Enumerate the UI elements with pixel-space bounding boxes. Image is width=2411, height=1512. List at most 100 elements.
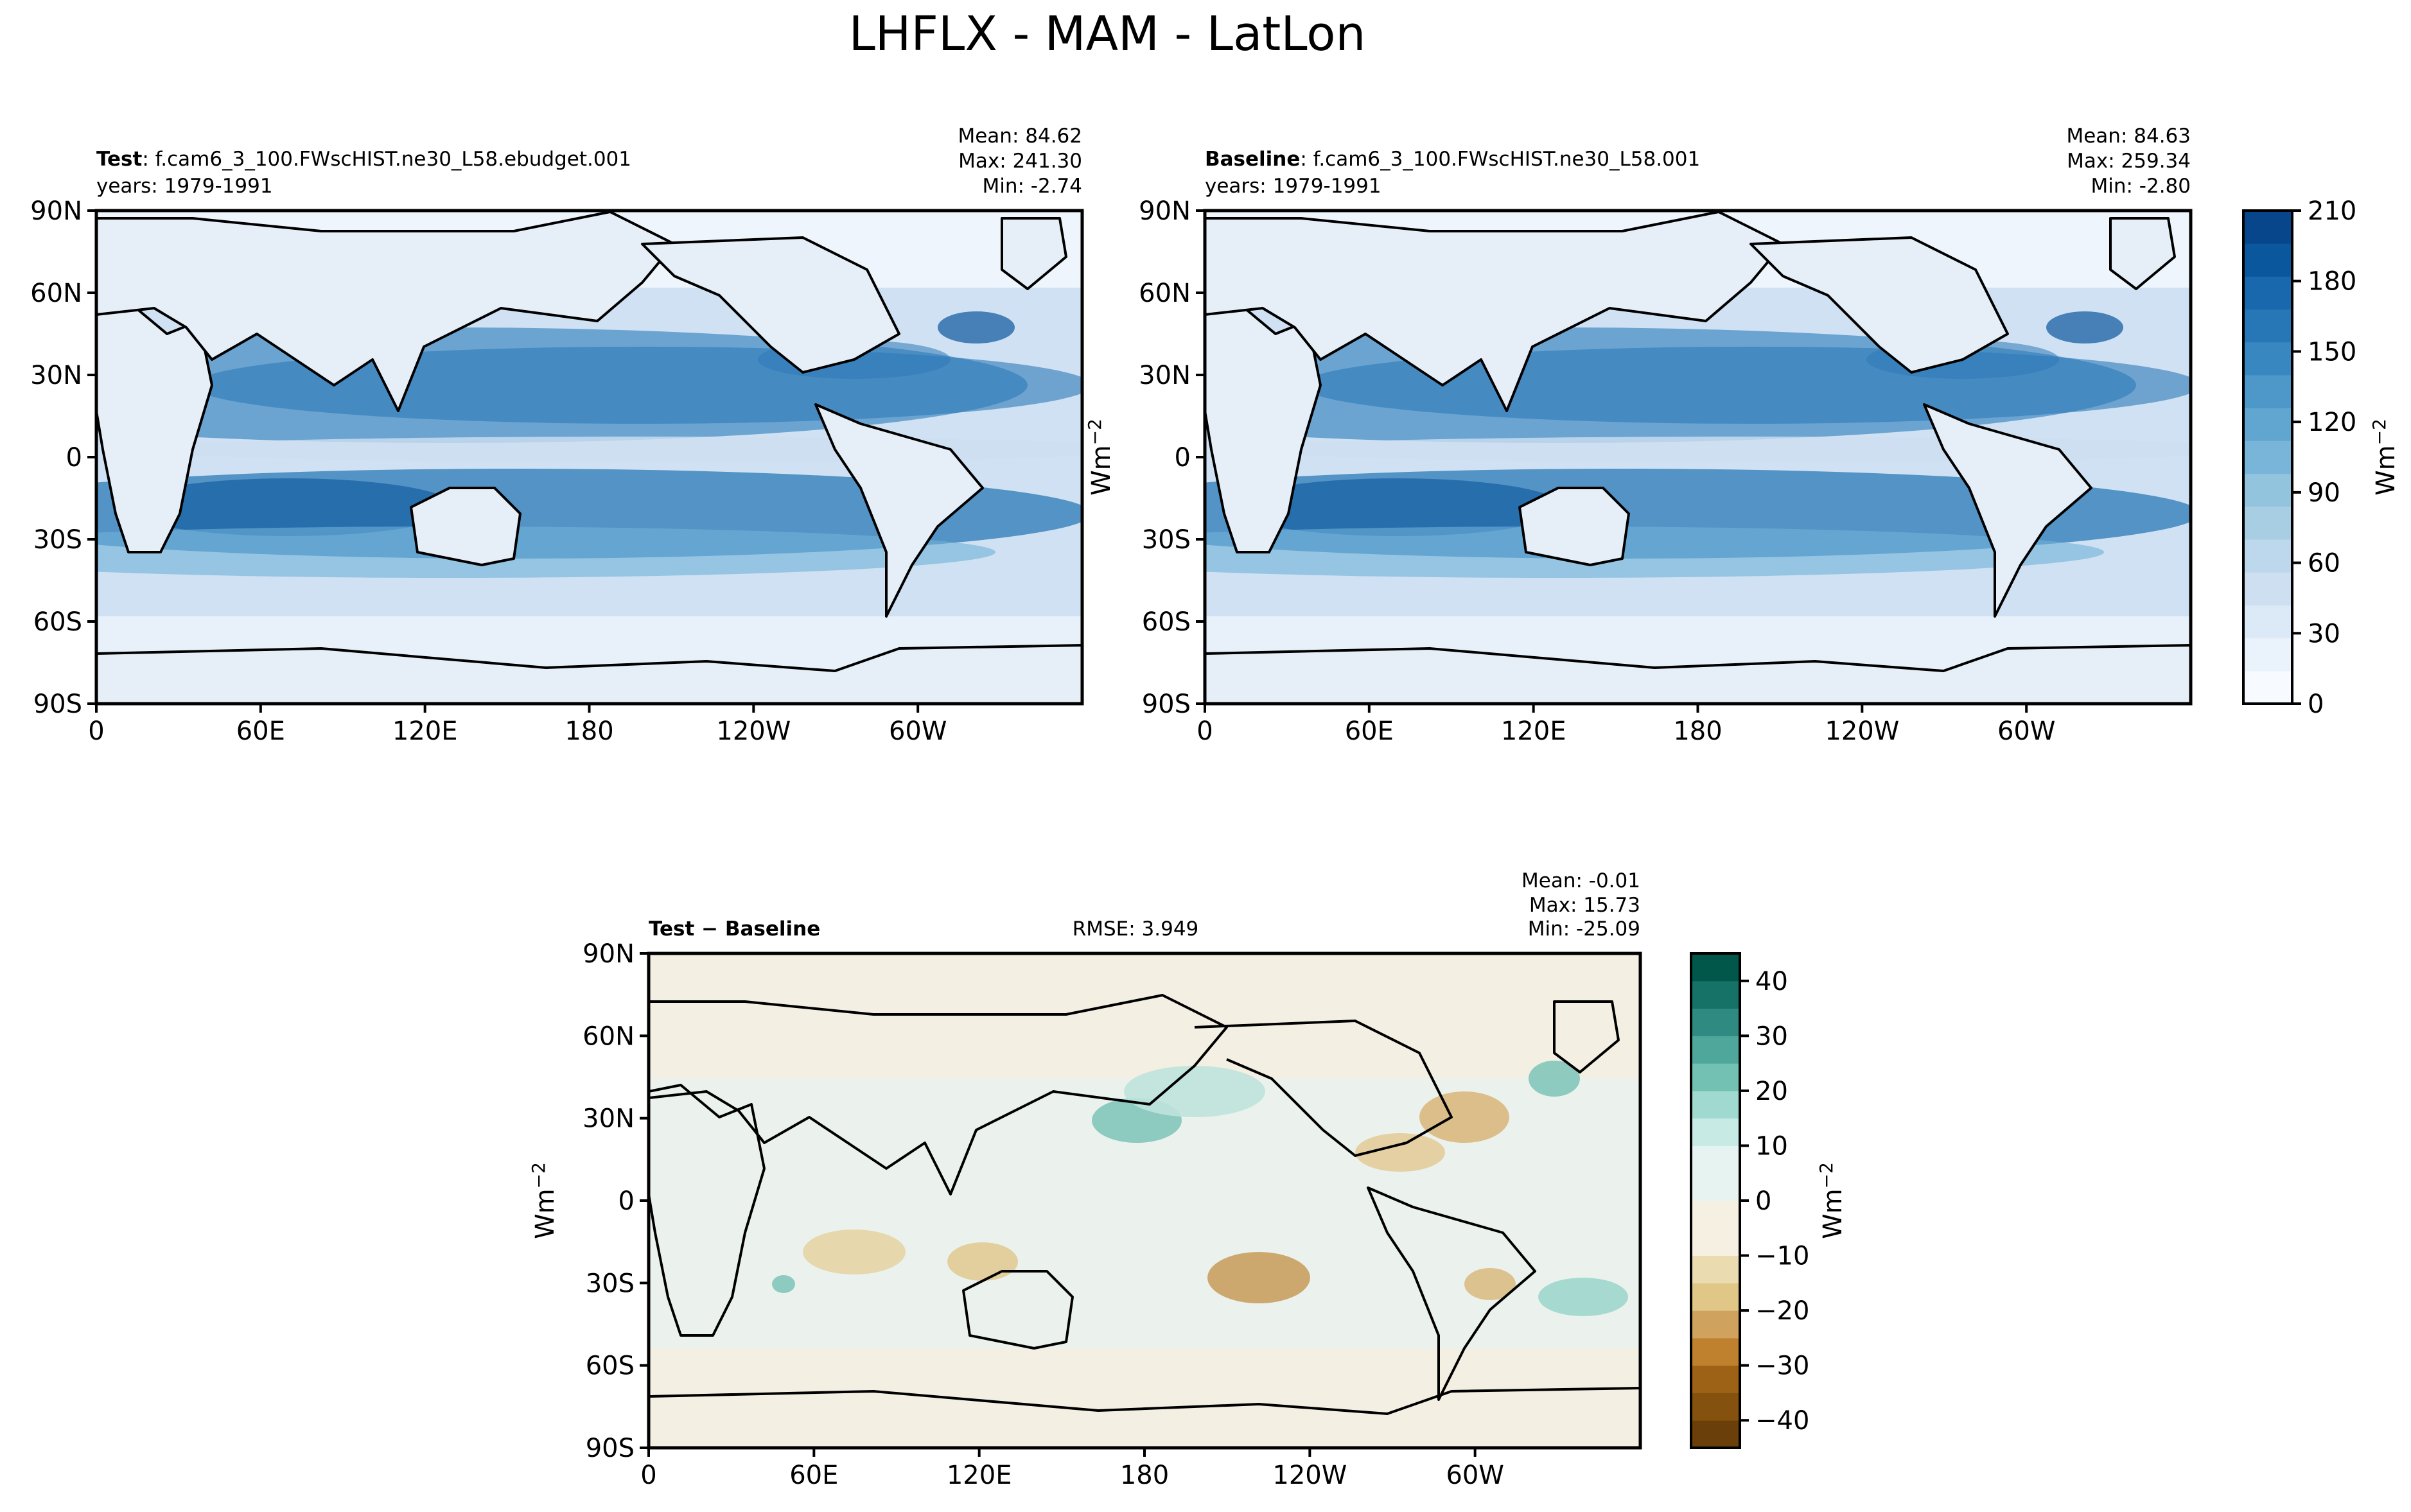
colorbar-swatch	[1691, 1036, 1740, 1064]
colorbar-swatch	[1691, 1063, 1740, 1091]
baseline-xtick-label: 60W	[1997, 717, 2055, 746]
colorbar-tick-label: −20	[1755, 1296, 1809, 1326]
test-ytick-label: 30N	[30, 361, 82, 390]
colorbar-swatch	[2243, 605, 2292, 639]
difference-panel: Test − Baseline RMSE: 3.949 Mean: -0.01 …	[528, 869, 1848, 1490]
colorbar-swatch	[1691, 1255, 1740, 1283]
test-xtick-label: 60W	[889, 717, 947, 746]
baseline-max: Max: 259.34	[2067, 150, 2191, 173]
test-xtick-label: 120W	[716, 717, 791, 746]
colorbar-tick-label: 120	[2308, 408, 2356, 437]
colorbar-swatch	[2243, 572, 2292, 605]
colorbar-tick-label: 40	[1755, 967, 1788, 996]
baseline-colorbar-frame	[2242, 209, 2293, 705]
difference-xtick-label: 60W	[1446, 1461, 1504, 1490]
baseline-mean: Mean: 84.63	[2066, 125, 2191, 148]
baseline-years: years: 1979-1991	[1205, 175, 1381, 198]
difference-max: Max: 15.73	[1529, 894, 1640, 917]
test-panel: Test: f.cam6_3_100.FWscHIST.ne30_L58.ebu…	[30, 125, 1084, 746]
colorbar-swatch	[1691, 1201, 1740, 1229]
colorbar-tick-label: 210	[2308, 196, 2356, 226]
baseline-xtick-label: 120E	[1501, 717, 1566, 746]
baseline-min: Min: -2.80	[2091, 175, 2191, 198]
colorbar-swatch	[2243, 440, 2292, 474]
baseline-ytick-label: 30S	[1142, 525, 1191, 555]
colorbar-swatch	[2243, 473, 2292, 507]
test-ytick-label: 90S	[33, 690, 82, 719]
colorbar-swatch	[2243, 309, 2292, 343]
colorbar-swatch	[2243, 670, 2292, 704]
colorbar-swatch	[1691, 1173, 1740, 1201]
baseline-ytick-label: 90N	[1139, 196, 1191, 226]
baseline-xtick-label: 60E	[1345, 717, 1394, 746]
colorbar-tick-label: −10	[1755, 1242, 1809, 1271]
colorbar-swatch	[1691, 1118, 1740, 1146]
colorbar-tick-label: 60	[2308, 549, 2340, 578]
colorbar-swatch	[1691, 1365, 1740, 1393]
test-axis-ticks: 0 60E 120E 180 120W 60W 90N 60N 30N 0 30S 60S 90S	[30, 196, 947, 746]
test-xtick-label: 180	[565, 717, 613, 746]
colorbar-swatch	[1691, 1090, 1740, 1119]
test-xtick-label: 0	[88, 717, 104, 746]
colorbar-swatch	[2243, 276, 2292, 310]
difference-ytick-label: 60S	[586, 1351, 635, 1381]
difference-rmse: RMSE: 3.949	[1073, 917, 1199, 941]
colorbar-swatch	[2243, 211, 2292, 244]
difference-axis-ticks: 0 60E 120E 180 120W 60W 90N 60N 30N 0 30S 60S 90S	[583, 939, 1504, 1490]
difference-ytick-label: 90N	[583, 939, 635, 969]
colorbar-swatch	[2243, 375, 2292, 408]
colorbar-tick-label: 90	[2308, 478, 2340, 508]
baseline-ytick-label: 0	[1175, 443, 1191, 473]
colorbar-tick-label: −40	[1755, 1406, 1809, 1436]
difference-colorbar-frame	[1690, 952, 1741, 1449]
baseline-ytick-label: 30N	[1139, 361, 1191, 390]
difference-ytick-label: 90S	[586, 1434, 635, 1463]
test-ytick-label: 0	[66, 443, 82, 473]
baseline-ytick-label: 60S	[1142, 607, 1191, 637]
colorbar-tick-label: 30	[1755, 1021, 1788, 1051]
colorbar-swatch	[1691, 1393, 1740, 1421]
colorbar-swatch	[1691, 980, 1740, 1009]
difference-mean: Mean: -0.01	[1521, 869, 1640, 892]
test-ytick-label: 30S	[33, 525, 82, 555]
test-xtick-label: 120E	[392, 717, 458, 746]
baseline-axis-ticks: 0 60E 120E 180 120W 60W 90N 60N 30N 0 30S 60S 90S	[1139, 196, 2055, 746]
colorbar-tick-label: 0	[2308, 690, 2324, 719]
difference-xtick-label: 120W	[1272, 1461, 1347, 1490]
colorbar-tick-label: −30	[1755, 1351, 1809, 1381]
baseline-colorbar-label: Wm−2	[2369, 419, 2401, 496]
test-xtick-label: 60E	[236, 717, 285, 746]
baseline-xtick-label: 0	[1197, 717, 1213, 746]
test-max: Max: 241.30	[958, 150, 1082, 173]
colorbar-swatch	[1691, 953, 1740, 982]
colorbar-swatch	[2243, 506, 2292, 540]
colorbar-swatch	[1691, 1228, 1740, 1256]
difference-ylabel: Wm−2	[528, 1162, 560, 1239]
difference-min: Min: -25.09	[1528, 917, 1640, 941]
test-panel-label: Test: f.cam6_3_100.FWscHIST.ne30_L58.ebu…	[96, 148, 631, 171]
colorbar-swatch	[1691, 1420, 1740, 1448]
difference-ytick-label: 0	[618, 1186, 635, 1216]
colorbar-tick-label: 20	[1755, 1077, 1788, 1106]
colorbar-swatch	[1691, 1283, 1740, 1311]
test-field	[96, 211, 1082, 704]
test-ytick-label: 60S	[33, 607, 82, 637]
colorbar-swatch	[2243, 243, 2292, 277]
baseline-xtick-label: 180	[1673, 717, 1722, 746]
colorbar-tick-label: 150	[2308, 337, 2356, 367]
test-ytick-label: 60N	[30, 279, 82, 308]
baseline-panel-label: Baseline: f.cam6_3_100.FWscHIST.ne30_L58…	[1205, 148, 1700, 171]
colorbar-swatch	[2243, 539, 2292, 573]
difference-xtick-label: 120E	[947, 1461, 1012, 1490]
baseline-xtick-label: 120W	[1825, 717, 1899, 746]
difference-ytick-label: 30S	[586, 1269, 635, 1298]
test-ytick-label: 90N	[30, 196, 82, 226]
difference-ytick-label: 30N	[583, 1104, 635, 1134]
test-years: years: 1979-1991	[96, 175, 273, 198]
difference-panel-label: Test − Baseline	[649, 917, 820, 941]
test-mean: Mean: 84.62	[958, 125, 1082, 148]
difference-colorbar-label: Wm−2	[1816, 1162, 1848, 1239]
baseline-ylabel: Wm−2	[1084, 419, 1116, 496]
baseline-panel: Baseline: f.cam6_3_100.FWscHIST.ne30_L58…	[1084, 125, 2401, 746]
test-min: Min: -2.74	[982, 175, 1082, 198]
